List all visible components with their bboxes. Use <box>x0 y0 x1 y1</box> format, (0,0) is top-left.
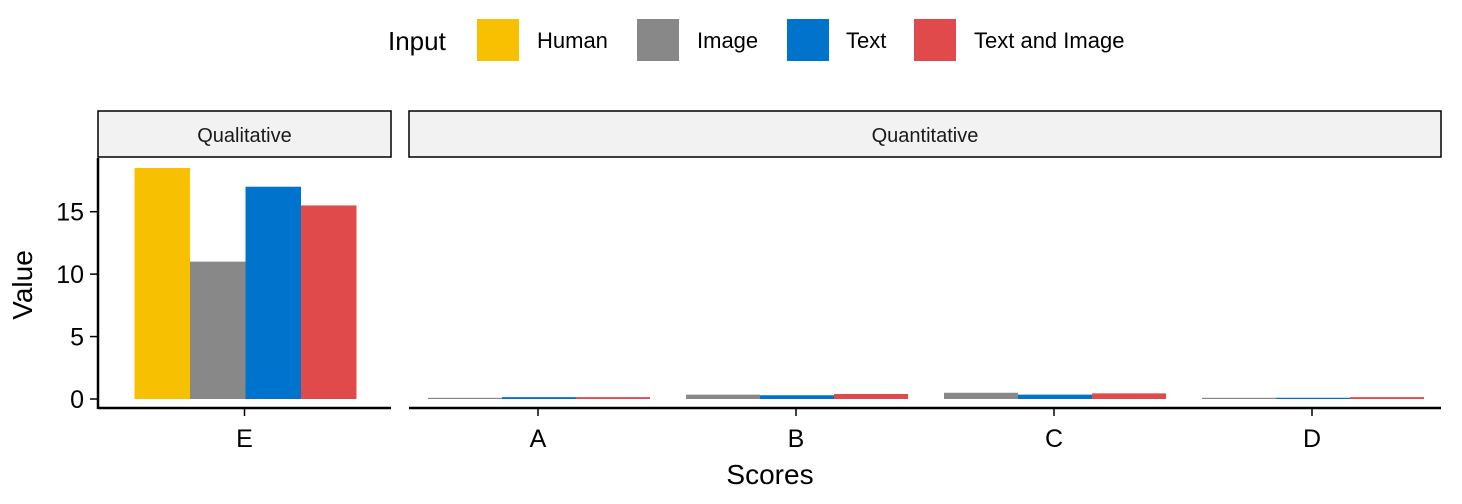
legend-key-image <box>637 19 679 61</box>
legend-key-text-and-image <box>914 19 956 61</box>
bar-quantitative-d-image <box>1202 397 1276 399</box>
strip-qualitative <box>97 110 392 158</box>
bar-quantitative-a-text <box>502 397 576 399</box>
strip-label-quantitative: Quantitative <box>872 125 979 147</box>
x-tick-label-e: E <box>236 425 253 453</box>
legend-label-human: Human <box>537 28 608 53</box>
bar-quantitative-a-image <box>428 397 502 399</box>
y-tick-label-5: 5 <box>70 324 84 352</box>
y-tick-label-10: 10 <box>56 261 84 289</box>
panel-qualitative: Qualitative E 0 5 10 15 <box>56 110 392 453</box>
legend-label-text: Text <box>846 28 886 53</box>
x-tick-label-d: D <box>1303 425 1321 453</box>
bar-qualitative-e-image <box>190 261 246 399</box>
x-axis-title: Scores <box>726 459 813 490</box>
bar-quantitative-b-image <box>686 394 760 399</box>
legend-label-text-and-image: Text and Image <box>974 28 1124 53</box>
x-tick-label-b: B <box>788 425 805 453</box>
x-tick-label-a: A <box>530 425 547 453</box>
bar-quantitative-d-text <box>1276 397 1350 399</box>
y-axis-title: Value <box>7 250 38 320</box>
strip-label-qualitative: Qualitative <box>197 125 292 147</box>
legend: Input Human Image Text Text and Image <box>388 19 1124 61</box>
bar-quantitative-c-image <box>944 392 1018 399</box>
bar-quantitative-a-text-and-image <box>576 397 650 399</box>
legend-label-image: Image <box>697 28 758 53</box>
bar-qualitative-e-text-and-image <box>301 205 357 399</box>
y-tick-label-15: 15 <box>56 199 84 227</box>
bar-quantitative-b-text-and-image <box>834 394 908 399</box>
legend-key-human <box>477 19 519 61</box>
bar-quantitative-c-text <box>1018 394 1092 399</box>
bar-qualitative-e-text <box>245 186 301 399</box>
y-tick-label-0: 0 <box>70 386 84 414</box>
bar-qualitative-e-human <box>134 168 190 399</box>
strip-quantitative <box>408 110 1442 158</box>
legend-key-text <box>787 19 829 61</box>
bar-quantitative-b-text <box>760 395 834 399</box>
bar-quantitative-c-text-and-image <box>1092 393 1166 399</box>
panel-quantitative: Quantitative A B C D <box>408 110 1442 453</box>
legend-title: Input <box>388 26 447 56</box>
x-tick-label-c: C <box>1045 425 1063 453</box>
bar-quantitative-d-text-and-image <box>1350 397 1424 399</box>
panels: Qualitative E 0 5 10 15 Quantitative A B C D <box>56 110 1442 453</box>
